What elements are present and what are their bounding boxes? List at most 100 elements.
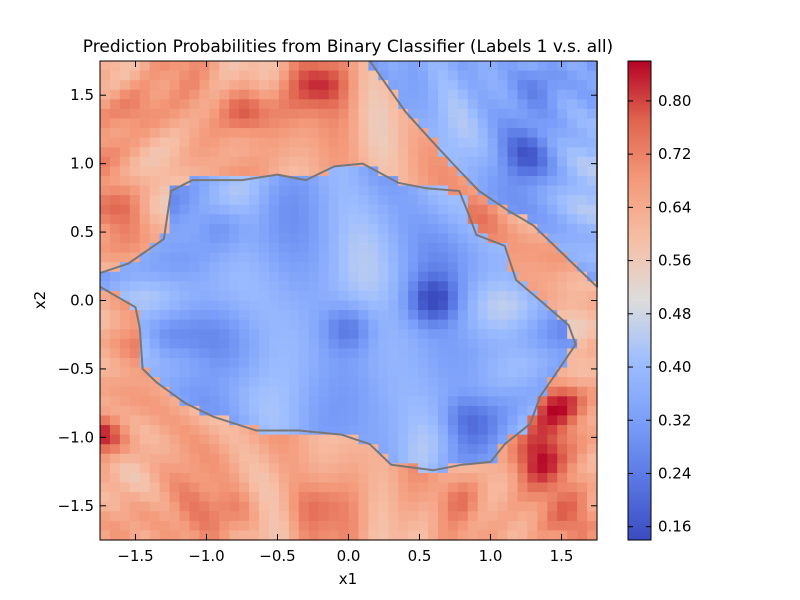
heatmap-cell — [477, 415, 489, 426]
heatmap-cell — [547, 185, 558, 196]
heatmap-cell — [109, 386, 121, 397]
heatmap-cell — [447, 348, 459, 359]
heatmap-cell — [388, 128, 399, 139]
heatmap-cell — [139, 281, 151, 292]
heatmap-cell — [537, 511, 548, 522]
heatmap-cell — [517, 99, 529, 110]
heatmap-cell — [467, 271, 479, 282]
heatmap-cell — [398, 271, 409, 282]
heatmap-cell — [368, 175, 379, 187]
heatmap-cell — [358, 425, 369, 436]
heatmap-cell — [159, 501, 171, 512]
heatmap-cell — [557, 147, 568, 158]
heatmap-cell — [577, 472, 588, 484]
heatmap-cell — [398, 511, 409, 522]
heatmap-cell — [219, 223, 230, 235]
heatmap-cell — [119, 89, 131, 100]
heatmap-cell — [209, 108, 220, 120]
heatmap-cell — [328, 348, 340, 359]
heatmap-cell — [358, 348, 369, 359]
heatmap-cell — [288, 434, 300, 445]
heatmap-cell — [517, 108, 529, 120]
heatmap-cell — [209, 281, 220, 292]
heatmap-cell — [139, 204, 151, 215]
heatmap-cell — [219, 80, 230, 91]
heatmap-cell — [447, 472, 459, 484]
heatmap-cell — [388, 195, 399, 206]
heatmap-cell — [259, 89, 270, 100]
heatmap-cell — [149, 530, 161, 541]
heatmap-cell — [229, 61, 240, 72]
heatmap-cell — [418, 175, 429, 187]
heatmap-cell — [487, 147, 499, 158]
heatmap-cell — [587, 377, 598, 388]
heatmap-cell — [547, 80, 558, 91]
heatmap-cell — [189, 271, 200, 282]
heatmap-cell — [109, 70, 121, 81]
heatmap-cell — [487, 185, 499, 196]
heatmap-cell — [547, 415, 558, 426]
heatmap-cell — [119, 175, 131, 187]
heatmap-cell — [199, 405, 210, 417]
heatmap-cell — [249, 290, 260, 302]
heatmap-cell — [587, 310, 598, 321]
heatmap-cell — [298, 319, 310, 330]
heatmap-cell — [119, 118, 131, 129]
heatmap-cell — [567, 319, 578, 330]
heatmap-cell — [388, 396, 399, 407]
heatmap-cell — [119, 147, 131, 158]
heatmap-cell — [259, 405, 270, 417]
heatmap-cell — [537, 463, 548, 474]
heatmap-cell — [139, 147, 151, 158]
heatmap-cell — [169, 348, 181, 359]
heatmap-cell — [179, 147, 191, 158]
heatmap-cell — [437, 530, 449, 541]
heatmap-cell — [537, 530, 548, 541]
heatmap-cell — [298, 214, 310, 225]
heatmap-cell — [348, 492, 360, 503]
heatmap-cell — [358, 511, 369, 522]
heatmap-cell — [229, 281, 240, 292]
heatmap-cell — [169, 118, 181, 129]
heatmap-cell — [527, 377, 538, 388]
heatmap-cell — [100, 367, 111, 378]
heatmap-cell — [159, 482, 171, 493]
heatmap-cell — [388, 185, 399, 196]
heatmap-cell — [587, 329, 598, 340]
heatmap-cell — [398, 386, 409, 397]
heatmap-cell — [497, 501, 509, 512]
heatmap-cell — [189, 61, 200, 72]
heatmap-cell — [209, 482, 220, 493]
heatmap-cell — [229, 348, 240, 359]
heatmap-cell — [587, 482, 598, 493]
heatmap-cell — [119, 70, 131, 81]
heatmap-cell — [437, 204, 449, 215]
heatmap-cell — [129, 108, 141, 120]
heatmap-cell — [229, 80, 240, 91]
heatmap-cell — [437, 70, 449, 81]
heatmap-cell — [199, 214, 210, 225]
heatmap-cell — [229, 271, 240, 282]
heatmap-cell — [239, 319, 250, 330]
heatmap-cell — [328, 415, 340, 426]
heatmap-cell — [507, 204, 519, 215]
heatmap-cell — [318, 377, 330, 388]
heatmap-cell — [487, 444, 499, 455]
heatmap-cell — [119, 214, 131, 225]
heatmap-cell — [437, 329, 449, 340]
heatmap-cell — [487, 166, 499, 177]
heatmap-cell — [457, 472, 469, 484]
heatmap-cell — [278, 386, 290, 397]
heatmap-cell — [437, 118, 449, 129]
heatmap-cell — [418, 214, 429, 225]
heatmap-cell — [169, 281, 181, 292]
heatmap-cell — [577, 185, 588, 196]
heatmap-cell — [199, 70, 210, 81]
heatmap-cell — [229, 166, 240, 177]
x-axis-ticks: −1.5 −1.0 −0.5 0.0 0.5 1.0 1.5 — [117, 61, 573, 565]
heatmap-cell — [328, 405, 340, 417]
heatmap-cell — [497, 99, 509, 110]
heatmap-cell — [497, 271, 509, 282]
heatmap-cell — [318, 444, 330, 455]
heatmap-cell — [179, 472, 191, 484]
